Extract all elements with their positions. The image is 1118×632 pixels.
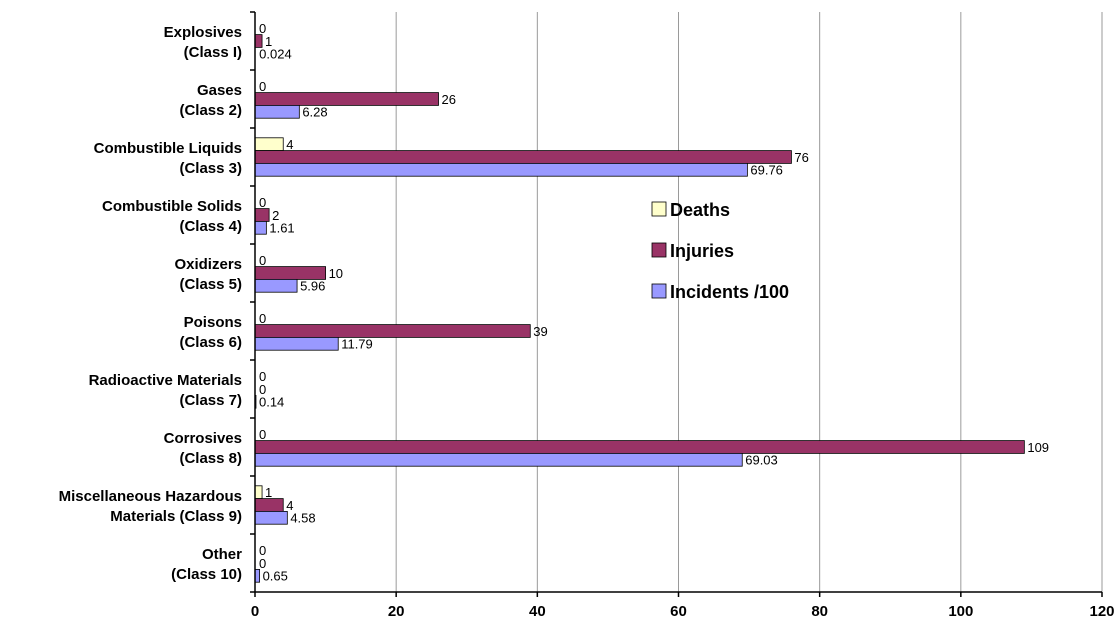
x-tick-label: 20 bbox=[388, 603, 405, 620]
x-tick-label: 80 bbox=[811, 603, 828, 620]
bar bbox=[255, 105, 299, 118]
category-label: (Class 4) bbox=[179, 218, 242, 235]
category-label: Radioactive Materials bbox=[89, 372, 242, 389]
bar bbox=[255, 486, 262, 499]
x-tick-label: 0 bbox=[251, 603, 259, 620]
x-tick-label: 100 bbox=[948, 603, 973, 620]
bar bbox=[255, 337, 338, 350]
category-label: (Class 8) bbox=[179, 450, 242, 467]
category-label: (Class I) bbox=[184, 44, 242, 61]
bar bbox=[255, 279, 297, 292]
data-label: 39 bbox=[533, 324, 547, 339]
category-label: (Class 7) bbox=[179, 392, 242, 409]
category-label: Corrosives bbox=[164, 430, 242, 447]
bar bbox=[255, 93, 439, 106]
data-label: 69.76 bbox=[750, 163, 783, 178]
category-label: Other bbox=[202, 546, 242, 563]
legend: Deaths Injuries Incidents /100 bbox=[652, 200, 789, 302]
legend-label: Deaths bbox=[670, 200, 730, 220]
category-label: Explosives bbox=[164, 24, 242, 41]
bars bbox=[255, 35, 1024, 583]
data-label: 69.03 bbox=[745, 453, 778, 468]
data-label: 5.96 bbox=[300, 279, 325, 294]
category-label: Combustible Solids bbox=[102, 198, 242, 215]
bar bbox=[255, 441, 1024, 454]
x-axis-ticks: 0 20 40 60 80 100 120 bbox=[251, 603, 1115, 620]
category-label: Combustible Liquids bbox=[94, 140, 242, 157]
data-label: 11.79 bbox=[341, 337, 373, 352]
category-label: Miscellaneous Hazardous bbox=[59, 488, 242, 505]
data-label: 0 bbox=[259, 311, 266, 326]
bar bbox=[255, 499, 283, 512]
x-tick-label: 40 bbox=[529, 603, 546, 620]
data-label: 1 bbox=[265, 485, 272, 500]
legend-label: Injuries bbox=[670, 241, 734, 261]
category-label: (Class 2) bbox=[179, 102, 242, 119]
bar bbox=[255, 163, 747, 176]
category-label: (Class 6) bbox=[179, 334, 242, 351]
data-label: 26 bbox=[442, 92, 456, 107]
data-label: 0.14 bbox=[259, 395, 284, 410]
data-label: 6.28 bbox=[302, 105, 327, 120]
gridlines bbox=[396, 12, 1102, 592]
data-label: 4 bbox=[286, 137, 293, 152]
data-label: 109 bbox=[1027, 440, 1049, 455]
bar bbox=[255, 35, 262, 48]
data-label: 10 bbox=[329, 266, 343, 281]
bar bbox=[255, 325, 530, 338]
bar bbox=[255, 221, 266, 234]
data-label: 4.58 bbox=[290, 511, 315, 526]
x-tick-label: 60 bbox=[670, 603, 687, 620]
bar bbox=[255, 209, 269, 222]
data-label: 0.024 bbox=[259, 47, 292, 62]
bar bbox=[255, 267, 326, 280]
data-label: 0 bbox=[259, 427, 266, 442]
bar bbox=[255, 151, 791, 164]
legend-swatch bbox=[652, 284, 666, 298]
data-label: 0 bbox=[259, 79, 266, 94]
category-label: (Class 3) bbox=[179, 160, 242, 177]
data-label: 76 bbox=[794, 150, 808, 165]
category-labels: Explosives (Class I) Gases (Class 2) Combust… bbox=[59, 24, 243, 583]
legend-swatch bbox=[652, 202, 666, 216]
data-label: 1.61 bbox=[269, 221, 294, 236]
category-label: Poisons bbox=[184, 314, 242, 331]
data-label: 0.65 bbox=[263, 569, 288, 584]
bar bbox=[255, 138, 283, 151]
bar bbox=[255, 453, 742, 466]
category-label: (Class 5) bbox=[179, 276, 242, 293]
category-label: Materials (Class 9) bbox=[110, 508, 242, 525]
legend-label: Incidents /100 bbox=[670, 282, 789, 302]
x-tick-label: 120 bbox=[1089, 603, 1114, 620]
bar bbox=[255, 511, 287, 524]
legend-swatch bbox=[652, 243, 666, 257]
data-label: 0 bbox=[259, 253, 266, 268]
category-label: (Class 10) bbox=[171, 566, 242, 583]
category-label: Oxidizers bbox=[174, 256, 242, 273]
category-label: Gases bbox=[197, 82, 242, 99]
data-label: 0 bbox=[259, 195, 266, 210]
